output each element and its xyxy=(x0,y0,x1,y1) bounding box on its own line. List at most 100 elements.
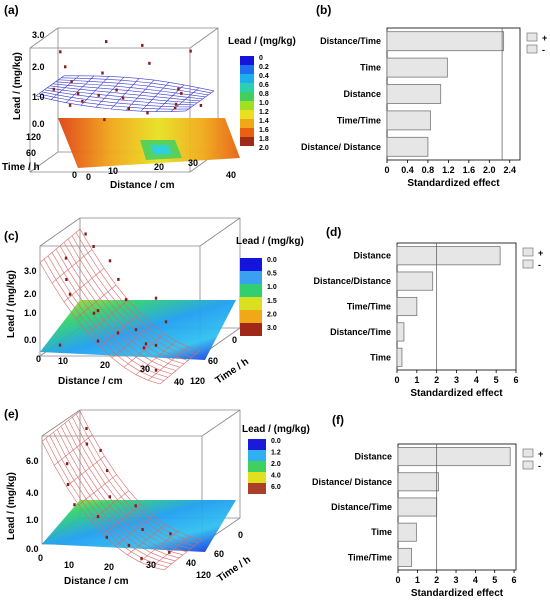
panel-a-x-tick: 0 xyxy=(86,172,91,182)
panel-a-y-label: Time / h xyxy=(2,162,40,173)
data-point xyxy=(117,277,120,281)
data-point xyxy=(154,296,158,300)
mesh-line xyxy=(44,89,195,106)
panel-e-x-tick: 20 xyxy=(104,562,114,572)
bar-category-label: Time/Time xyxy=(348,552,392,562)
data-point xyxy=(189,49,192,53)
panel-f-label: (f) xyxy=(332,413,344,427)
legend-tick-label: 3.0 xyxy=(267,325,277,332)
bar-category-label: Distance/Time xyxy=(331,502,392,512)
mesh-line xyxy=(163,539,203,571)
legend-label: + xyxy=(538,449,543,459)
legend-color-swatch xyxy=(248,461,266,472)
panel-a-y-tick: 120 xyxy=(26,132,41,142)
bar-category-label: Distance xyxy=(353,251,391,261)
mesh-line xyxy=(51,252,173,375)
x-tick-label: 4 xyxy=(473,575,478,585)
data-point xyxy=(70,80,73,84)
mesh-line xyxy=(53,432,176,562)
panel-e-y-tick: 0 xyxy=(238,530,243,540)
data-point xyxy=(134,328,138,332)
legend-tick-label: 0.0 xyxy=(271,438,281,445)
x-tick-label: 6 xyxy=(513,375,518,385)
data-point xyxy=(96,309,100,313)
mesh-line xyxy=(59,245,181,368)
mesh-line xyxy=(115,515,154,547)
data-point xyxy=(168,550,171,554)
panel-a-legend: 0 0.2 0.4 0.6 0.8 1.0 1.2 1.4 1.6 1.8 2.0 xyxy=(240,55,269,152)
effect-bar xyxy=(396,347,403,367)
bar-category-label: Distance/ Distance xyxy=(301,142,381,152)
mesh-line xyxy=(55,248,177,371)
data-point xyxy=(141,43,144,47)
x-tick-label: 5 xyxy=(492,575,497,585)
legend-tick-label: 0.0 xyxy=(267,257,277,264)
data-point xyxy=(127,543,131,547)
legend-tick-label: 2.0 xyxy=(267,311,277,318)
data-point xyxy=(85,442,89,446)
panel-a-surface-mesh xyxy=(35,75,215,112)
data-point xyxy=(144,342,148,346)
panel-d: (d) DistanceDistance/DistanceTime/TimeDi… xyxy=(313,225,543,399)
legend-tick-label: 6.0 xyxy=(271,484,281,491)
bar-category-label: Time xyxy=(370,352,391,362)
panel-c-x-tick: 10 xyxy=(58,356,68,366)
legend-color-swatch xyxy=(240,271,262,284)
legend-tick-label: 1.2 xyxy=(259,109,269,116)
panel-c-x-tick: 40 xyxy=(174,377,184,387)
mesh-line xyxy=(39,262,161,385)
panel-d-label: (d) xyxy=(326,225,341,239)
legend-swatch xyxy=(522,247,534,257)
legend-swatch xyxy=(526,44,538,54)
panel-a-legend-title: Lead / (mg/kg) xyxy=(228,36,296,47)
panel-c-y-tick: 60 xyxy=(208,356,218,366)
panel-a-base-contour-cyan xyxy=(150,145,172,155)
effect-bar xyxy=(386,84,442,104)
effect-bar xyxy=(396,246,501,266)
data-point xyxy=(96,339,100,343)
effect-bar xyxy=(396,271,434,291)
effect-bar xyxy=(397,522,417,542)
panel-e-y-tick: 60 xyxy=(214,549,224,559)
panel-a-y-tick: 60 xyxy=(26,148,36,158)
panel-f: (f) Distance Distance/ Distance Distance/T… xyxy=(312,413,543,599)
mesh-line xyxy=(41,91,192,108)
legend-swatch xyxy=(522,259,534,269)
data-point xyxy=(115,88,118,92)
panel-e-x-tick: 30 xyxy=(146,560,156,570)
legend-swatch xyxy=(522,460,534,470)
legend-label: - xyxy=(538,260,541,270)
data-point xyxy=(59,50,62,54)
panel-e-z-tick: 1.0 xyxy=(26,515,39,525)
data-point xyxy=(146,111,149,115)
mesh-line xyxy=(140,82,170,112)
data-point xyxy=(148,61,151,65)
data-point xyxy=(66,483,70,486)
x-tick-label: 0.8 xyxy=(422,165,435,175)
panel-a-y-tick: 0 xyxy=(72,170,77,180)
panel-a-x-tick: 40 xyxy=(226,170,236,180)
panel-c-base-contour xyxy=(40,300,236,360)
data-point xyxy=(105,535,108,539)
data-point xyxy=(121,96,125,100)
x-tick-label: 0.4 xyxy=(401,165,414,175)
panel-e-z-tick: 4.0 xyxy=(26,488,39,498)
data-point xyxy=(97,93,100,97)
data-point xyxy=(92,311,96,315)
mesh-line xyxy=(147,346,189,381)
legend-tick-label: 1.8 xyxy=(259,136,269,143)
x-tick-label: 2.0 xyxy=(483,165,496,175)
x-tick-label: 5 xyxy=(494,375,499,385)
panel-a: (a) 3.0 2.0 1.0 0.0 Lead / (mg/kg) 120 6… xyxy=(2,3,296,191)
data-point xyxy=(174,102,178,106)
panel-e-z-label: Lead / (mg/kg) xyxy=(6,472,17,540)
data-point xyxy=(169,532,172,536)
mesh-line xyxy=(60,426,184,556)
data-point xyxy=(92,245,95,248)
panel-a-x-tick: 10 xyxy=(108,166,118,176)
panel-a-x-label: Distance / cm xyxy=(110,180,175,191)
mesh-line xyxy=(38,93,189,110)
mesh-line xyxy=(47,255,169,378)
legend-swatch xyxy=(526,32,538,42)
